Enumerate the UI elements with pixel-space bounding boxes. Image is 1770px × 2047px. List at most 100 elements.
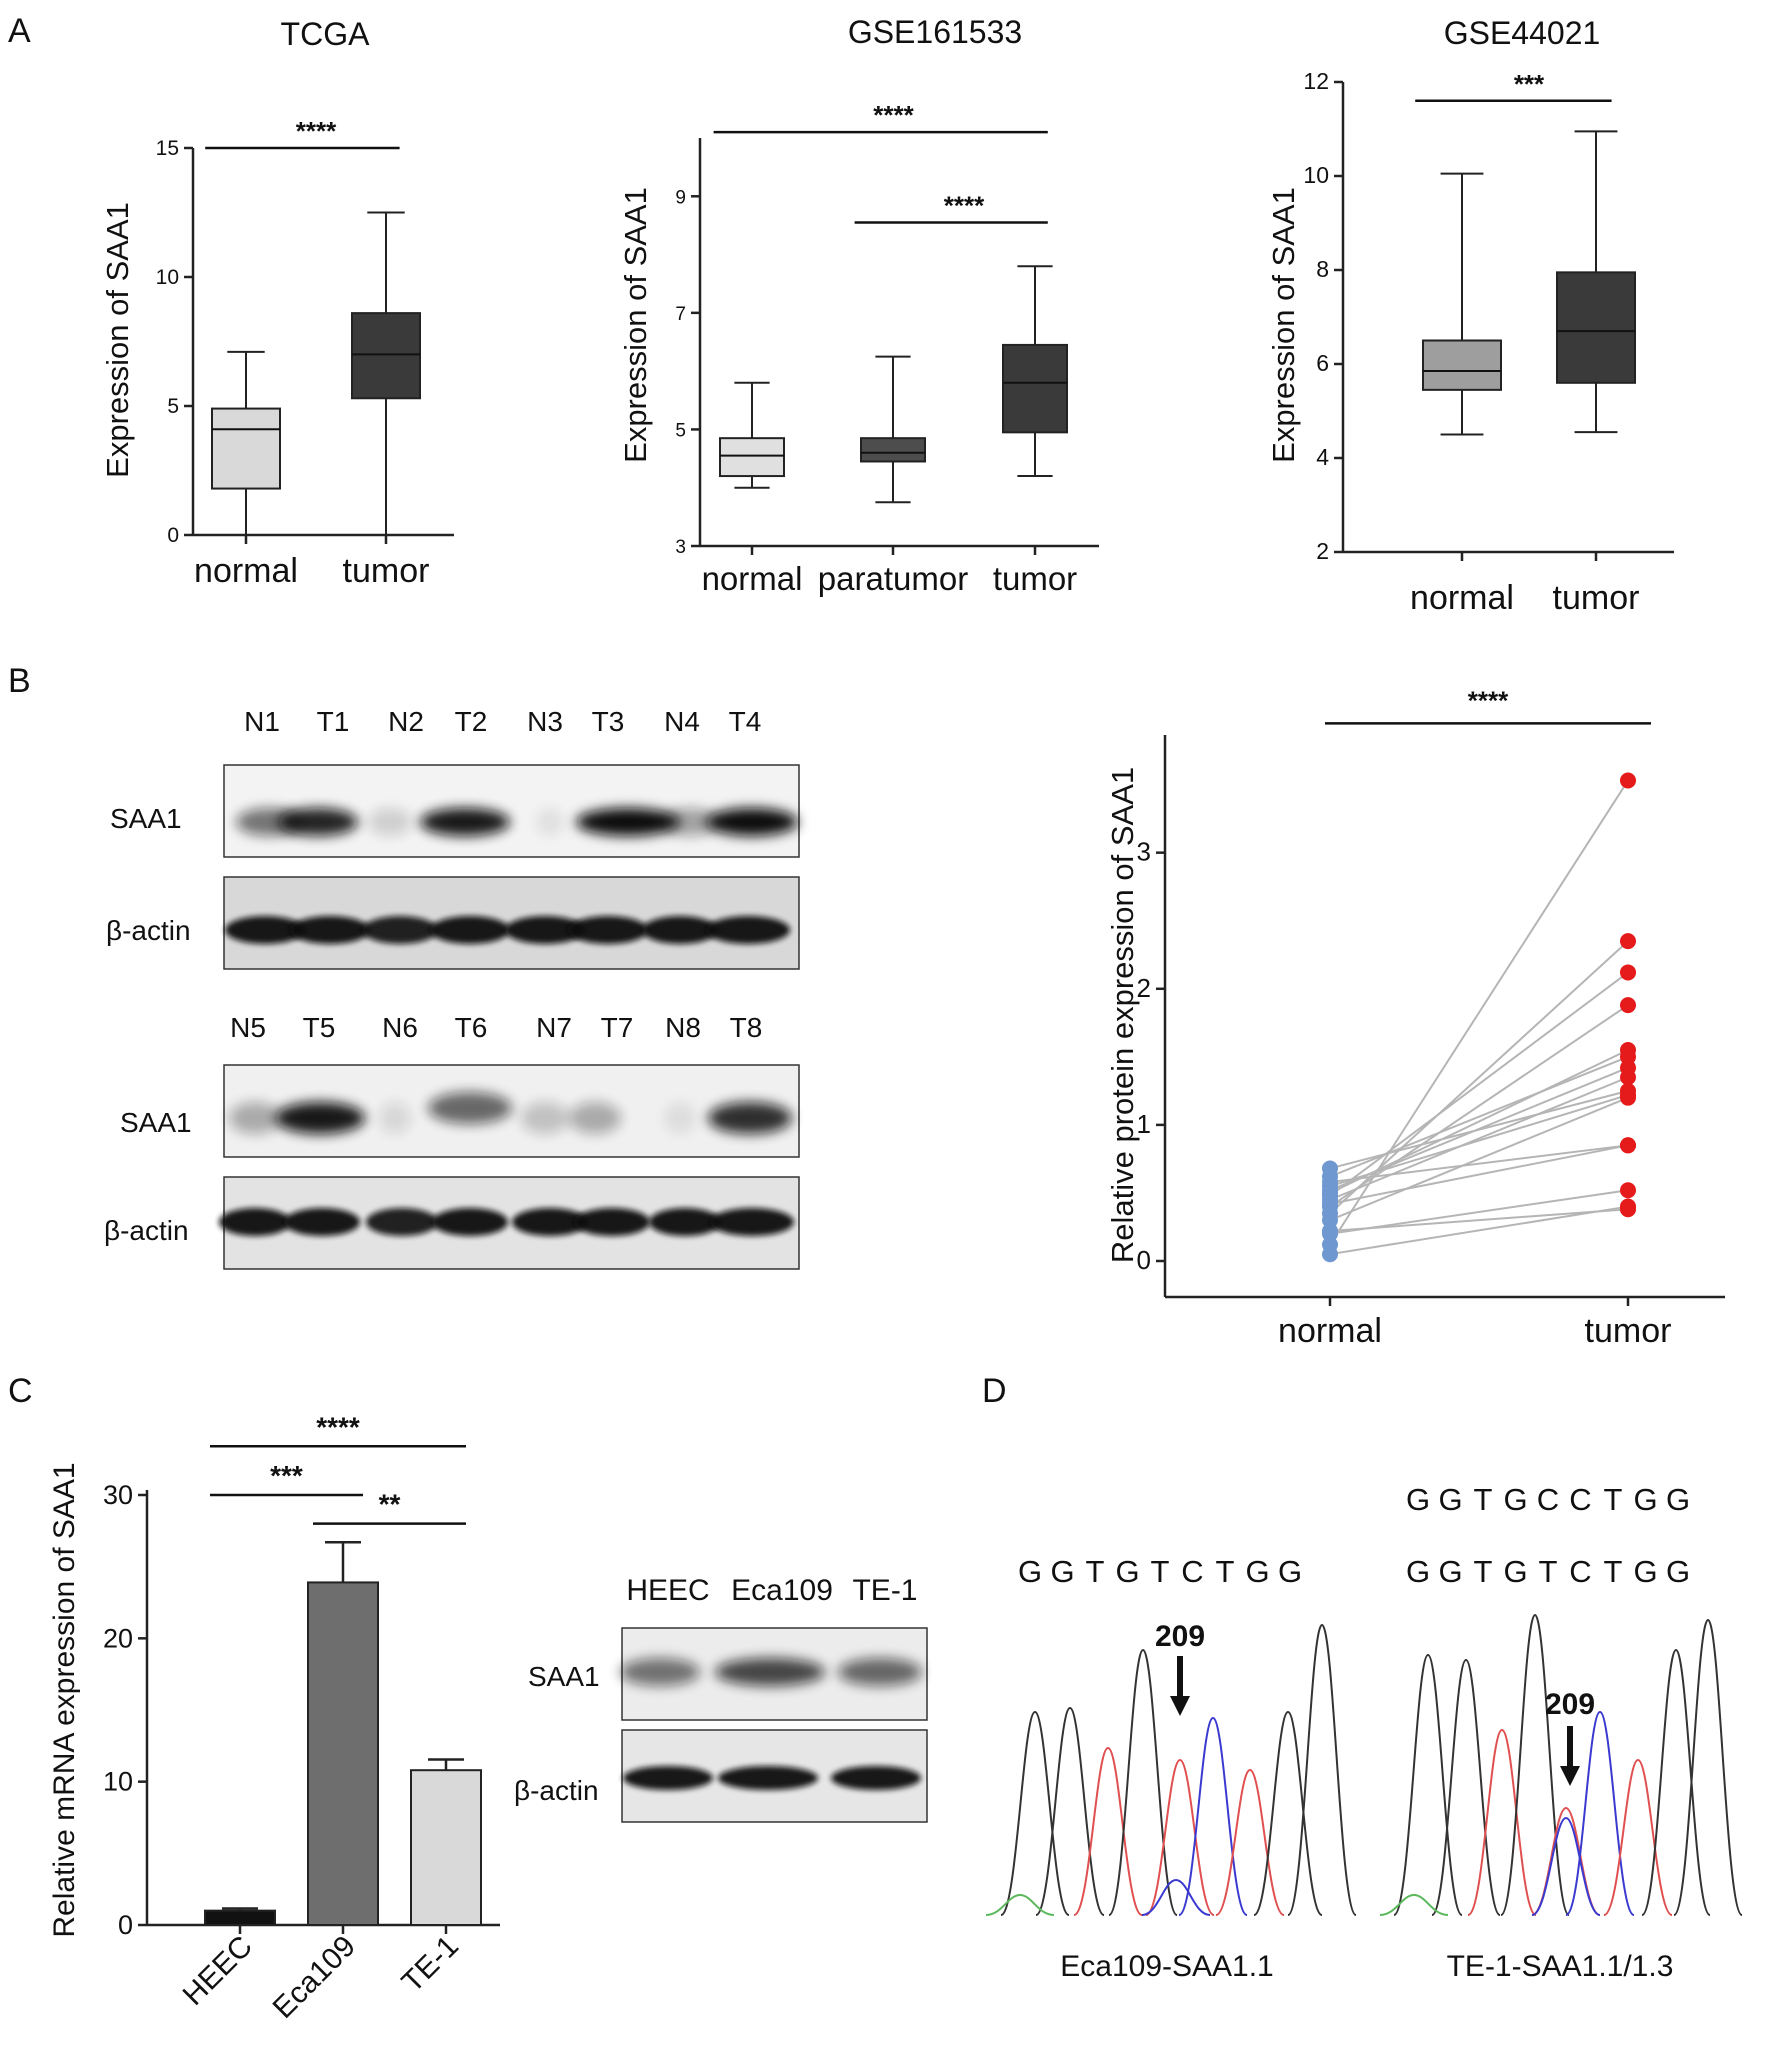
base-letter: T [1474,1482,1493,1517]
lane-label: T4 [729,706,762,737]
y-tick-label: 10 [156,266,179,289]
pair-line [1329,1208,1629,1233]
trace-peak [1035,1706,1105,1916]
seq-left-caption: Eca109-SAA1.1 [1060,1950,1273,1983]
box-normal [211,407,281,490]
base-letter: T [1086,1554,1105,1589]
trace-peak [1287,1623,1357,1916]
trace-peak [1108,1648,1178,1916]
lane-label: N2 [388,706,424,737]
base-letter: G [1438,1554,1462,1589]
y-tick-label: 2 [1316,538,1329,564]
base-letter: C [1537,1482,1559,1517]
y-tick-label: 6 [1316,350,1329,376]
blot-band [715,1658,825,1686]
blot-b-saa1-label-2: SAA1 [120,1107,192,1138]
base-letter: C [1569,1482,1591,1517]
y-tick-label: 1 [1137,1109,1151,1139]
pair-line [1329,940,1629,1215]
blot-band [708,1102,792,1134]
y-tick-label: 0 [1137,1245,1151,1275]
y-axis-label: Expression of SAA1 [100,202,135,478]
blot-band [569,1102,621,1134]
base-letter: G [1503,1482,1527,1517]
y-tick-label: 30 [103,1480,133,1510]
lane-label: N7 [536,1012,572,1043]
tumor-point [1620,1201,1636,1218]
significance-label: **** [296,116,337,146]
blot-band [620,1658,700,1686]
y-tick-label: 5 [167,395,179,418]
blot-band [368,808,412,836]
box-normal [1422,339,1502,391]
lane-label: T8 [730,1012,763,1043]
lane-label: T3 [592,706,625,737]
blot-band [718,1766,818,1790]
blot-band [576,808,680,836]
blot-band [428,1092,512,1124]
y-tick-label: 20 [103,1623,133,1653]
pair-line [1329,1055,1629,1178]
blot-band [623,1766,713,1790]
gse44021-boxplot: GSE44021 Expression of SAA1 2 4 6 8 10 12 normal… [1266,15,1674,617]
base-letter: C [1569,1554,1591,1589]
trace-peak [1253,1710,1323,1916]
y-tick-label: 7 [675,304,686,325]
base-letter: G [1018,1554,1042,1589]
trace-peak [1641,1648,1711,1916]
significance-label: *** [270,1460,303,1491]
bar-te-1 [410,1769,482,1926]
box-tumor [1002,343,1068,434]
base-letter: T [1151,1554,1170,1589]
y-axis-label: Relative mRNA expression of SAA1 [48,1462,81,1937]
blot-band [649,1208,721,1236]
base-letter: G [1666,1554,1690,1589]
base-letter: T [1216,1554,1235,1589]
gse161533-boxplot: GSE161533 Expression of SAA1 3 5 7 9 normal par… [618,14,1099,597]
blot-band [642,916,718,944]
y-axis-label: Relative protein expression of SAA1 [1105,767,1140,1263]
pair-line [1329,1076,1629,1201]
seq-left-arrow-icon [1170,1656,1190,1716]
blot-band [420,808,510,836]
trace-peak [1141,1878,1211,1916]
trace-peak [1393,1653,1463,1916]
y-axis-label: Expression of SAA1 [1266,187,1301,463]
blot-band [664,1102,696,1134]
lane-label: T2 [455,706,488,737]
seq-right-position: 209 [1545,1688,1595,1721]
pair-line [1329,1093,1629,1188]
blot-band [838,1658,922,1686]
y-tick-label: 5 [675,420,686,441]
blot-band [521,1102,569,1134]
trace-peak [1073,1746,1143,1916]
significance-label: ** [379,1489,401,1520]
blot-band [362,916,438,944]
base-letter: T [1604,1554,1623,1589]
blot-band [219,1208,291,1236]
tumor-point [1620,964,1636,981]
blot-band [290,916,370,944]
tumor-point [1620,772,1636,789]
seq-left-chromatogram [985,1623,1357,1916]
lane-label: TE-1 [852,1574,917,1607]
blot-band [706,808,798,836]
base-letter: G [1633,1482,1657,1517]
trace-peak [985,1893,1055,1916]
bar-eca109 [307,1581,379,1927]
significance-label: **** [873,100,914,130]
trace-peak [1178,1716,1248,1916]
panel-letter-b: B [8,662,31,700]
western-blot-b: SAA1 β-actin SAA1 β-actin N1 T1 N2 T2 N3 T3 N4… [104,706,800,1270]
chart-title: TCGA [281,16,371,52]
y-tick-label: 10 [1303,162,1329,188]
blot-band [229,1102,281,1134]
y-tick-label: 9 [675,187,686,208]
blot-band [662,808,718,836]
trace-peak [1467,1728,1537,1916]
y-tick-label: 0 [167,524,179,547]
y-tick-label: 10 [103,1767,133,1797]
